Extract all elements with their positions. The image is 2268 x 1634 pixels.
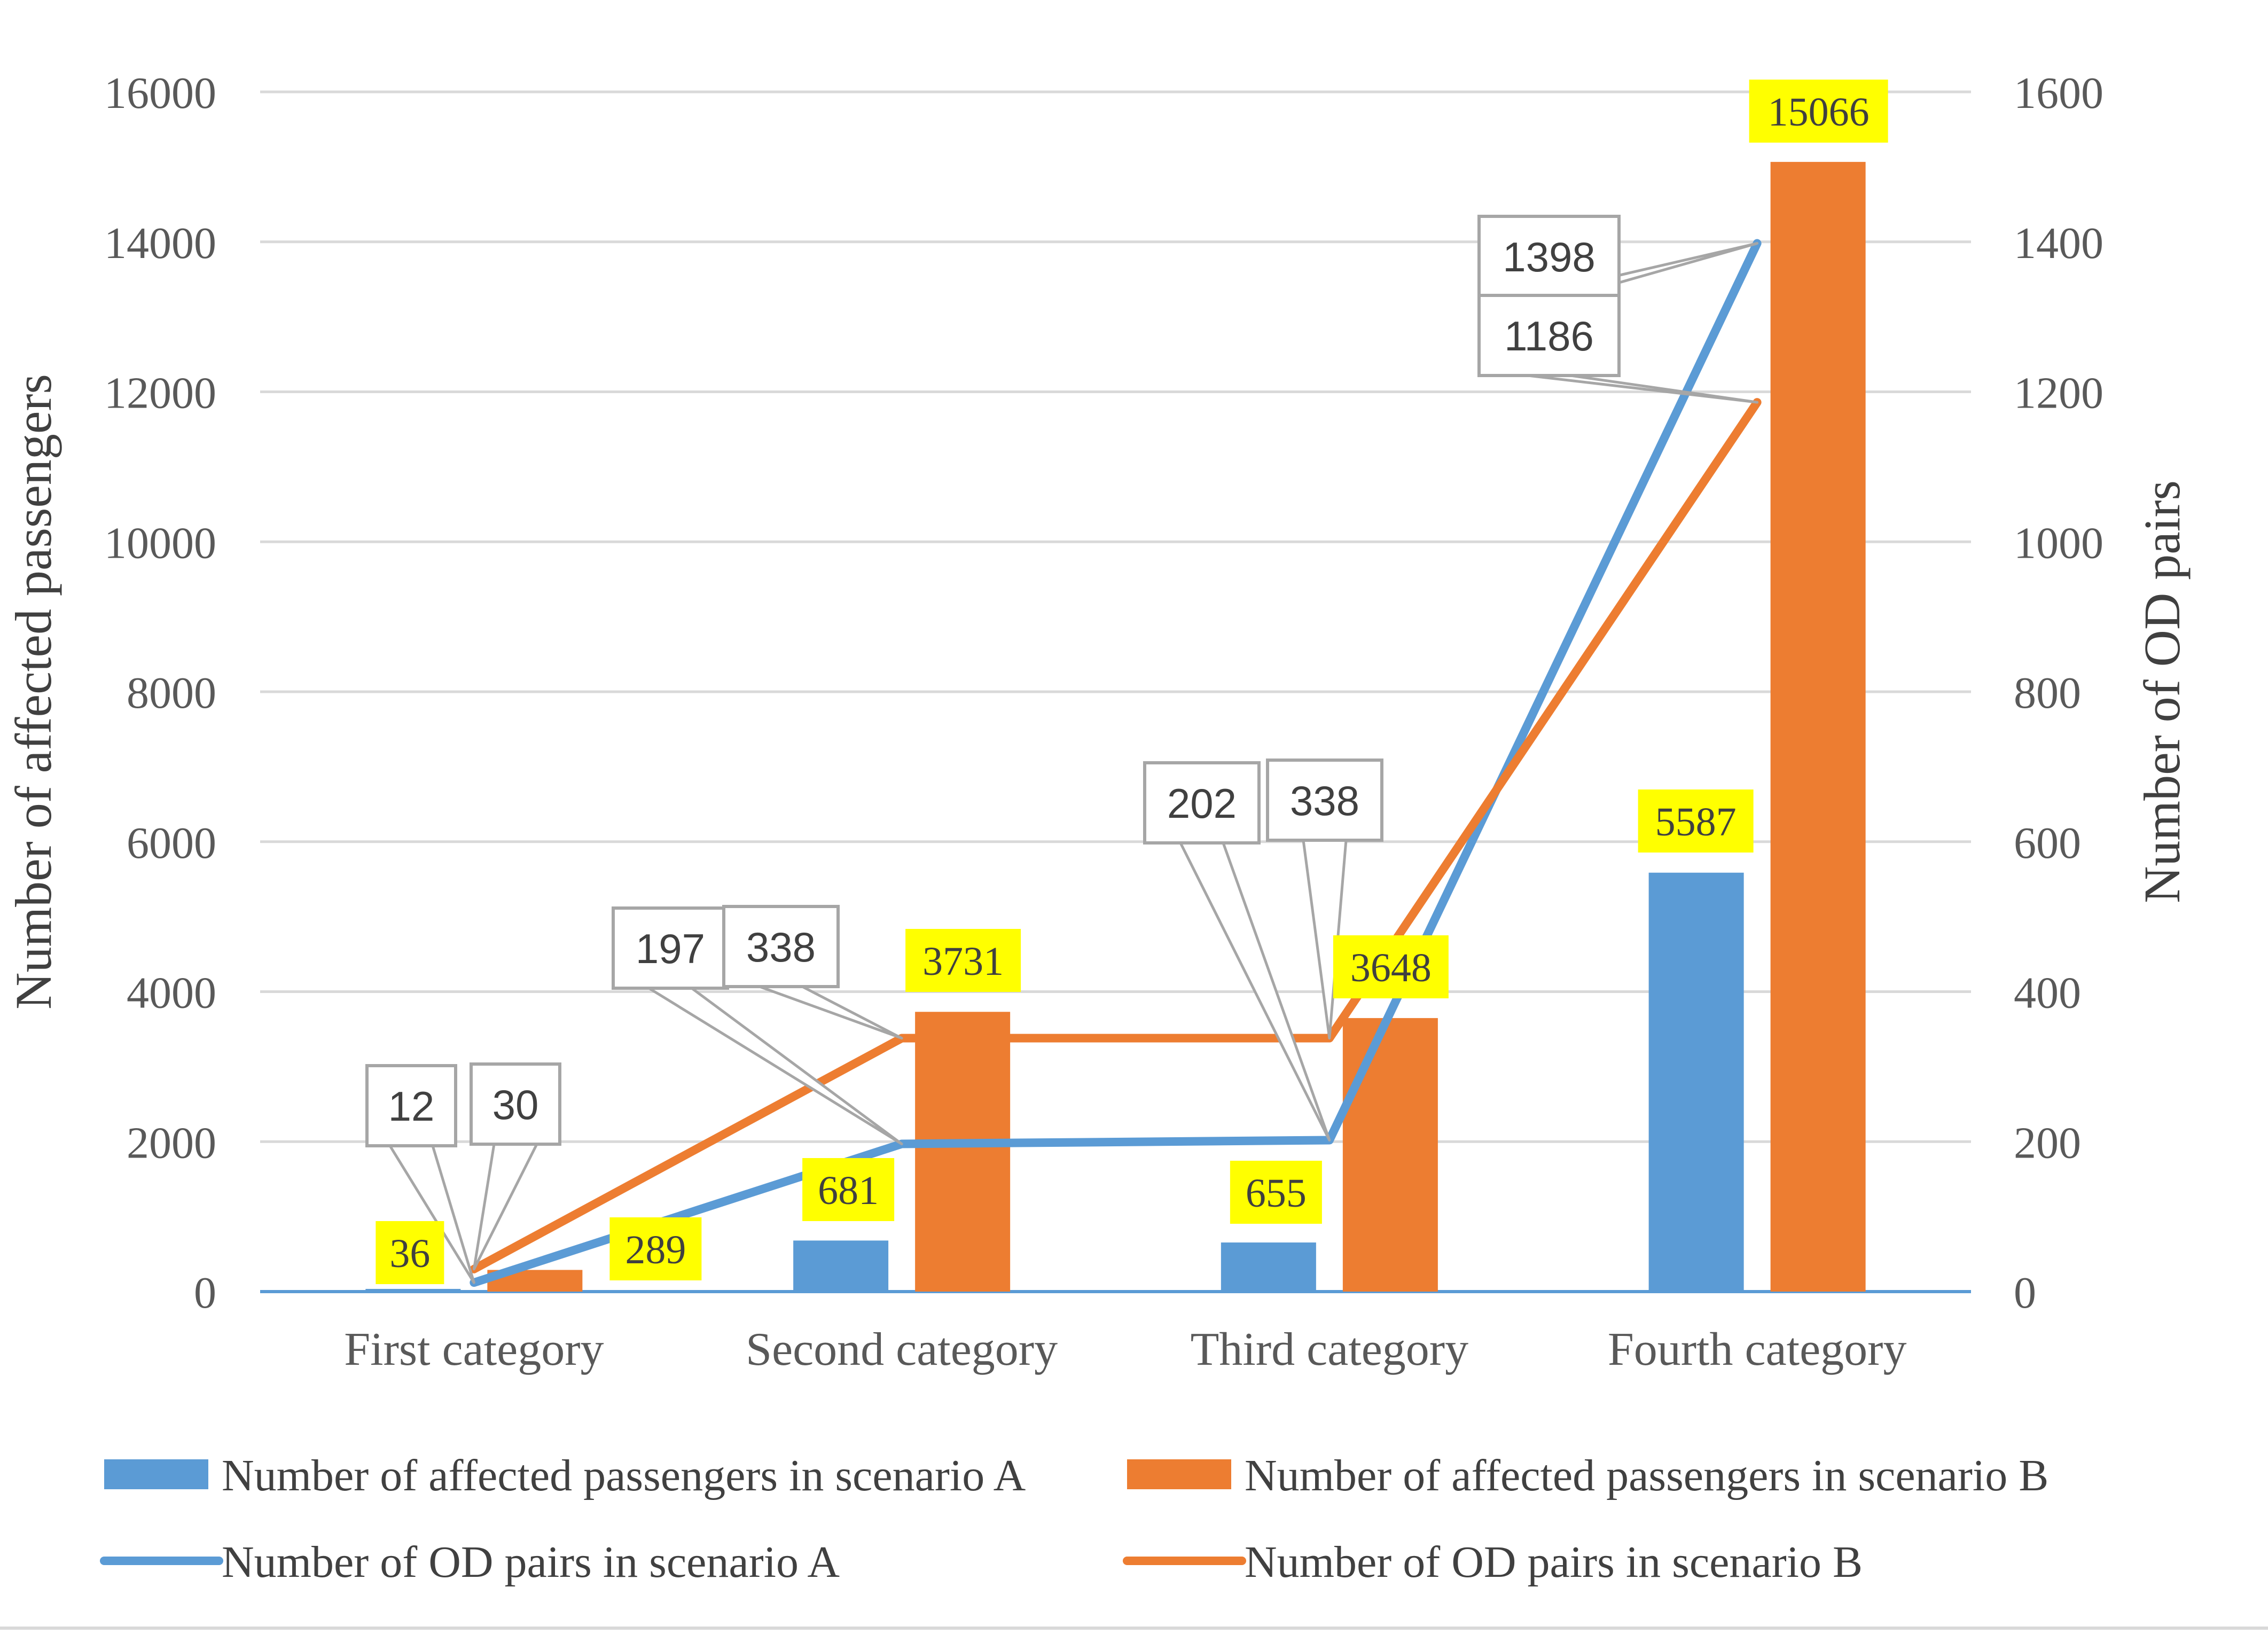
bar-data-label: 681 (818, 1168, 879, 1213)
y-axis-label-right: Number of OD pairs (2133, 480, 2191, 903)
line-data-label: 1398 (1503, 233, 1596, 280)
bar (1648, 872, 1744, 1292)
legend-label: Number of OD pairs in scenario B (1245, 1537, 1863, 1587)
y-tick-label-left: 6000 (127, 818, 216, 868)
line-data-label: 12 (388, 1083, 435, 1130)
y-tick-label-left: 14000 (104, 218, 216, 268)
bar-data-label-bg (1230, 1161, 1322, 1224)
bar-data-label: 15066 (1768, 90, 1870, 135)
bar-data-label: 3731 (922, 939, 1004, 984)
line-data-label: 30 (492, 1081, 539, 1128)
bar-data-label-bg (1333, 935, 1449, 998)
callout-box (1477, 294, 1621, 377)
bar-data-label-bg (802, 1158, 895, 1221)
bar-data-label: 5587 (1655, 800, 1737, 845)
legend-label: Number of affected passengers in scenari… (222, 1451, 1026, 1500)
y-tick-label-left: 10000 (104, 518, 216, 568)
y-tick-label-left: 8000 (127, 668, 216, 718)
legend: Number of affected passengers in scenari… (100, 1451, 2048, 1587)
legend-label: Number of OD pairs in scenario A (222, 1537, 840, 1587)
y-tick-label-left: 4000 (127, 968, 216, 1018)
bar-data-label: 3648 (1350, 945, 1432, 990)
callout-box (1477, 215, 1621, 298)
y-tick-label-right: 400 (2014, 968, 2081, 1018)
y-axis-label-left: Number of affected passengers (5, 374, 62, 1010)
y-tick-label-right: 0 (2014, 1268, 2036, 1318)
y-tick-label-right: 1400 (2014, 218, 2103, 268)
legend-swatch-bar (104, 1459, 208, 1489)
y-tick-label-left: 12000 (104, 369, 216, 418)
line-data-label: 338 (746, 924, 816, 971)
x-tick-label: Third category (1191, 1324, 1468, 1375)
callout-box (612, 906, 729, 990)
y-tick-label-right: 1600 (2014, 68, 2103, 118)
callout-box (1266, 759, 1383, 842)
x-tick-label: Second category (746, 1324, 1058, 1375)
y-tick-label-right: 600 (2014, 818, 2081, 868)
y-tick-label-right: 200 (2014, 1118, 2081, 1168)
bar-data-labels: 36 681 655 5587 289 3731 3648 15066 (376, 80, 1888, 1284)
callout-leader (1526, 374, 1759, 404)
line-data-label: 1186 (1504, 312, 1594, 359)
callout-leader (758, 985, 903, 1040)
y-tick-label-right: 1200 (2014, 369, 2103, 418)
y-tick-label-right: 1000 (2014, 518, 2103, 568)
bar-data-label: 289 (625, 1228, 686, 1272)
bar (793, 1240, 889, 1292)
bars (365, 162, 1866, 1292)
callout-leader (647, 987, 903, 1145)
line-data-label: 197 (636, 925, 705, 972)
callout-box (365, 1064, 457, 1147)
y-tick-label-left: 16000 (104, 68, 216, 118)
bar-data-label-bg (609, 1217, 702, 1280)
callout-box (470, 1062, 561, 1146)
line-data-label: 338 (1290, 777, 1359, 824)
od-line (470, 398, 1762, 1273)
y-tick-label-right: 800 (2014, 668, 2081, 718)
od-lines (470, 239, 1762, 1287)
bar-data-label: 655 (1246, 1171, 1307, 1216)
bar-data-label-bg (1749, 80, 1888, 143)
axis-ticks: 0 0 2000 200 4000 400 6000 600 8000 800 10000 1000 1… (104, 68, 2103, 1375)
bar-data-label-bg (1638, 789, 1754, 853)
bar (915, 1012, 1011, 1292)
callout-box (722, 905, 840, 988)
y-tick-label-left: 0 (194, 1268, 216, 1318)
bar (365, 1288, 461, 1292)
bar-data-label-bg (905, 929, 1021, 992)
line-callouts: 12 197 202 1398 30 338 338 1186 (365, 215, 1759, 1284)
bar (1342, 1018, 1438, 1292)
bar-data-label-bg (376, 1221, 444, 1284)
line-data-label: 202 (1167, 780, 1237, 827)
x-tick-label: Fourth category (1608, 1324, 1907, 1375)
bar (1221, 1242, 1316, 1292)
bar (1770, 162, 1866, 1292)
bar-data-label: 36 (389, 1231, 430, 1276)
od-line (470, 239, 1762, 1287)
y-tick-label-left: 2000 (127, 1118, 216, 1168)
legend-label: Number of affected passengers in scenari… (1245, 1451, 2048, 1500)
callout-box (1143, 761, 1261, 845)
x-tick-label: First category (344, 1324, 604, 1375)
legend-swatch-bar (1127, 1459, 1231, 1489)
